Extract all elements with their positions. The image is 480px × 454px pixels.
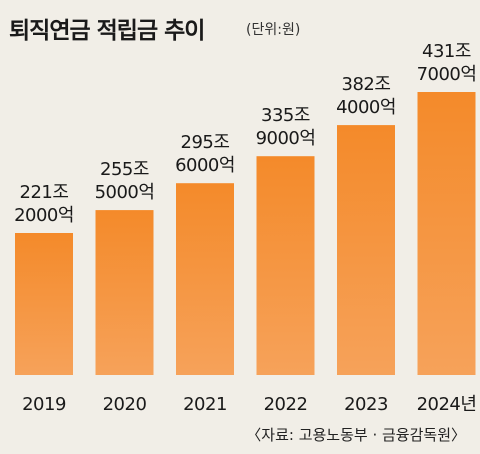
bar-2023	[337, 125, 395, 375]
x-tick-label: 2024년	[417, 394, 477, 415]
data-label-2020-line1: 255조	[100, 159, 149, 180]
x-tick-label: 2020	[103, 394, 147, 415]
data-label-2021-line2: 6000억	[175, 155, 235, 176]
bar-2024년	[417, 92, 476, 375]
data-label-2024년-line2: 7000억	[417, 64, 477, 85]
data-label-2021-line1: 295조	[181, 132, 230, 153]
chart-title: 퇴직연금 적립금 추이	[9, 18, 205, 44]
data-label-2022-line2: 9000억	[256, 128, 316, 149]
chart-unit-label: (단위:원)	[246, 22, 301, 38]
data-label-2024년-line1: 431조	[422, 41, 471, 62]
bar-2020	[95, 210, 154, 375]
x-tick-label: 2022	[264, 394, 308, 415]
x-tick-label: 2019	[22, 394, 66, 415]
bar-2022	[256, 156, 315, 375]
data-label-2020-line2: 5000억	[95, 182, 155, 203]
bar-2021	[176, 183, 234, 375]
data-label-2019-line1: 221조	[20, 182, 69, 203]
data-label-2023-line1: 382조	[342, 74, 391, 95]
bar-2019	[15, 233, 73, 375]
data-label-2023-line2: 4000억	[336, 97, 396, 118]
x-tick-label: 2023	[344, 394, 388, 415]
chart-source: 〈자료: 고용노동부 · 금융감독원〉	[246, 426, 466, 444]
data-label-2019-line2: 2000억	[14, 205, 74, 226]
x-tick-label: 2021	[183, 394, 227, 415]
data-label-2022-line1: 335조	[261, 105, 310, 126]
